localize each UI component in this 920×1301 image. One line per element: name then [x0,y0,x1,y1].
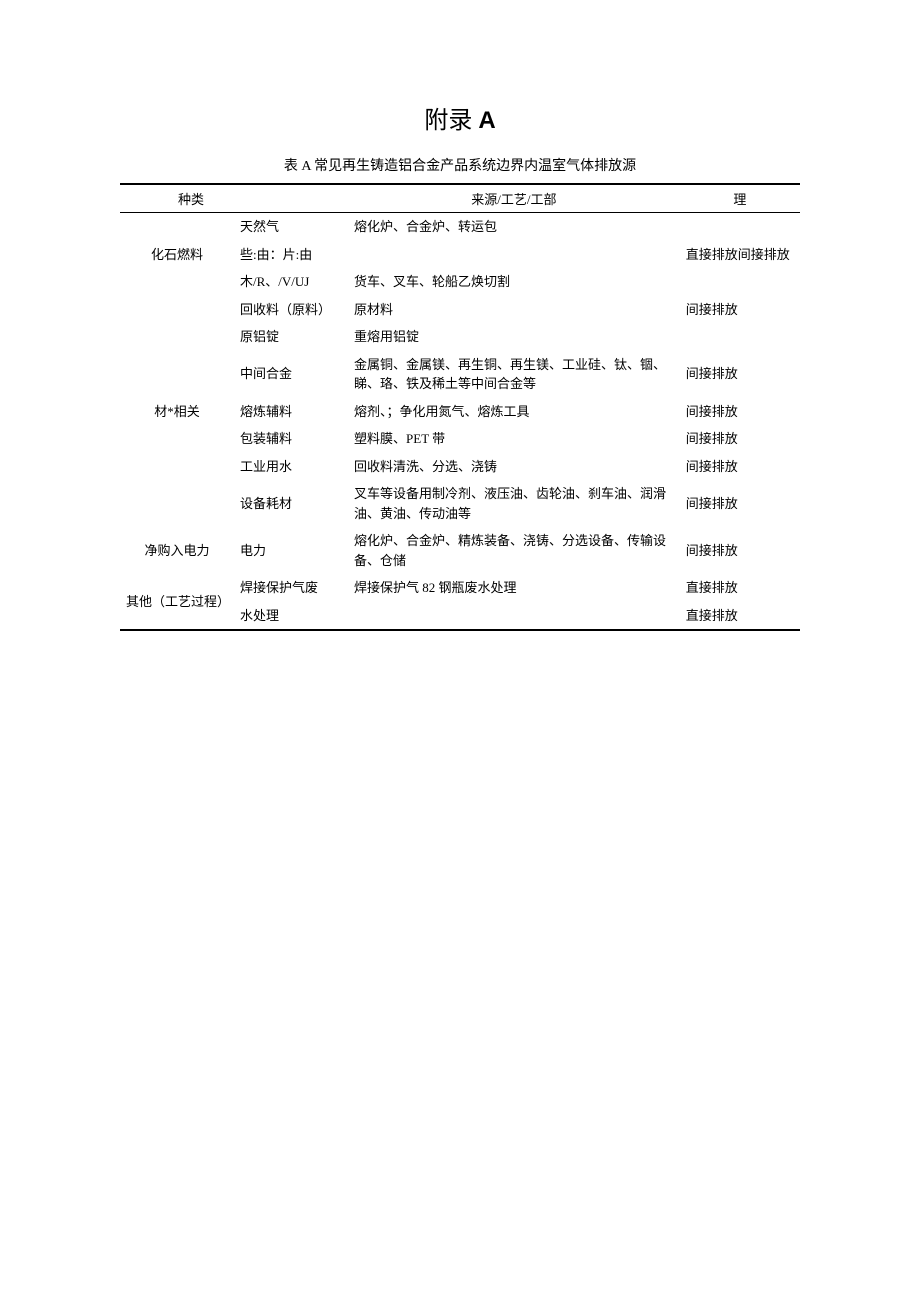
header-sub [234,184,348,213]
table-row: 材*相关回收料（原料）原材料间接排放 [120,296,800,324]
title-prefix: 附录 [424,108,472,134]
emission-type-cell: 间接排放 [680,296,800,324]
title-suffix: A [478,107,495,134]
emission-type-cell [680,213,800,241]
table-header-row: 种类 来源/工艺/工部 理 [120,184,800,213]
subcategory-cell: 包装辅料 [234,425,348,453]
source-cell: 叉车等设备用制冷剂、液压油、齿轮油、刹车油、润滑油、黄油、传动油等 [348,480,680,527]
table-row: 化石燃料天然气熔化炉、合金炉、转运包 [120,213,800,241]
header-category: 种类 [120,184,234,213]
source-cell: 原材料 [348,296,680,324]
subcategory-cell: 回收料（原料） [234,296,348,324]
header-source: 来源/工艺/工部 [348,184,680,213]
category-cell: 化石燃料 [120,213,234,296]
emission-type-cell: 间接排放 [680,527,800,574]
source-cell [348,241,680,269]
emission-type-cell: 直接排放 [680,602,800,631]
subcategory-cell: 焊接保护气废 [234,574,348,602]
source-cell: 金属铜、金属镁、再生铜、再生镁、工业硅、钛、锢、睇、珞、铁及稀土等中间合金等 [348,351,680,398]
subcategory-cell: 水处理 [234,602,348,631]
appendix-title: 附录 A [120,100,800,135]
emission-type-cell: 直接排放间接排放 [680,241,800,269]
source-cell: 熔化炉、合金炉、转运包 [348,213,680,241]
category-cell: 净购入电力 [120,527,234,574]
subcategory-cell: 天然气 [234,213,348,241]
emissions-table: 种类 来源/工艺/工部 理 化石燃料天然气熔化炉、合金炉、转运包些:由：片:由直… [120,183,800,631]
source-cell: 熔化炉、合金炉、精炼装备、浇铸、分选设备、传输设备、仓储 [348,527,680,574]
source-cell: 回收料清洗、分选、浇铸 [348,453,680,481]
source-cell: 重熔用铝锭 [348,323,680,351]
table-row: 净购入电力电力熔化炉、合金炉、精炼装备、浇铸、分选设备、传输设备、仓储间接排放 [120,527,800,574]
emission-type-cell: 间接排放 [680,351,800,398]
emission-type-cell: 间接排放 [680,398,800,426]
subcategory-cell: 木/R、/V/UJ [234,268,348,296]
subcategory-cell: 熔炼辅料 [234,398,348,426]
subcategory-cell: 原铝锭 [234,323,348,351]
source-cell: 塑料膜、PET 带 [348,425,680,453]
source-cell [348,602,680,631]
subcategory-cell: 工业用水 [234,453,348,481]
emission-type-cell: 间接排放 [680,425,800,453]
source-cell: 焊接保护气 82 钢瓶废水处理 [348,574,680,602]
category-cell: 材*相关 [120,296,234,528]
header-type: 理 [680,184,800,213]
subcategory-cell: 设备耗材 [234,480,348,527]
category-cell: 其他（工艺过程） [120,574,234,630]
table-caption: 表 A 常见再生铸造铝合金产品系统边界内温室气体排放源 [120,155,800,175]
source-cell: 熔剂、；争化用氮气、熔炼工具 [348,398,680,426]
subcategory-cell: 电力 [234,527,348,574]
emission-type-cell [680,323,800,351]
emission-type-cell [680,268,800,296]
table-row: 其他（工艺过程）焊接保护气废焊接保护气 82 钢瓶废水处理直接排放 [120,574,800,602]
emission-type-cell: 间接排放 [680,480,800,527]
subcategory-cell: 中间合金 [234,351,348,398]
emission-type-cell: 直接排放 [680,574,800,602]
source-cell: 货车、叉车、轮船乙焕切割 [348,268,680,296]
emission-type-cell: 间接排放 [680,453,800,481]
table-body: 化石燃料天然气熔化炉、合金炉、转运包些:由：片:由直接排放间接排放木/R、/V/… [120,213,800,631]
subcategory-cell: 些:由：片:由 [234,241,348,269]
